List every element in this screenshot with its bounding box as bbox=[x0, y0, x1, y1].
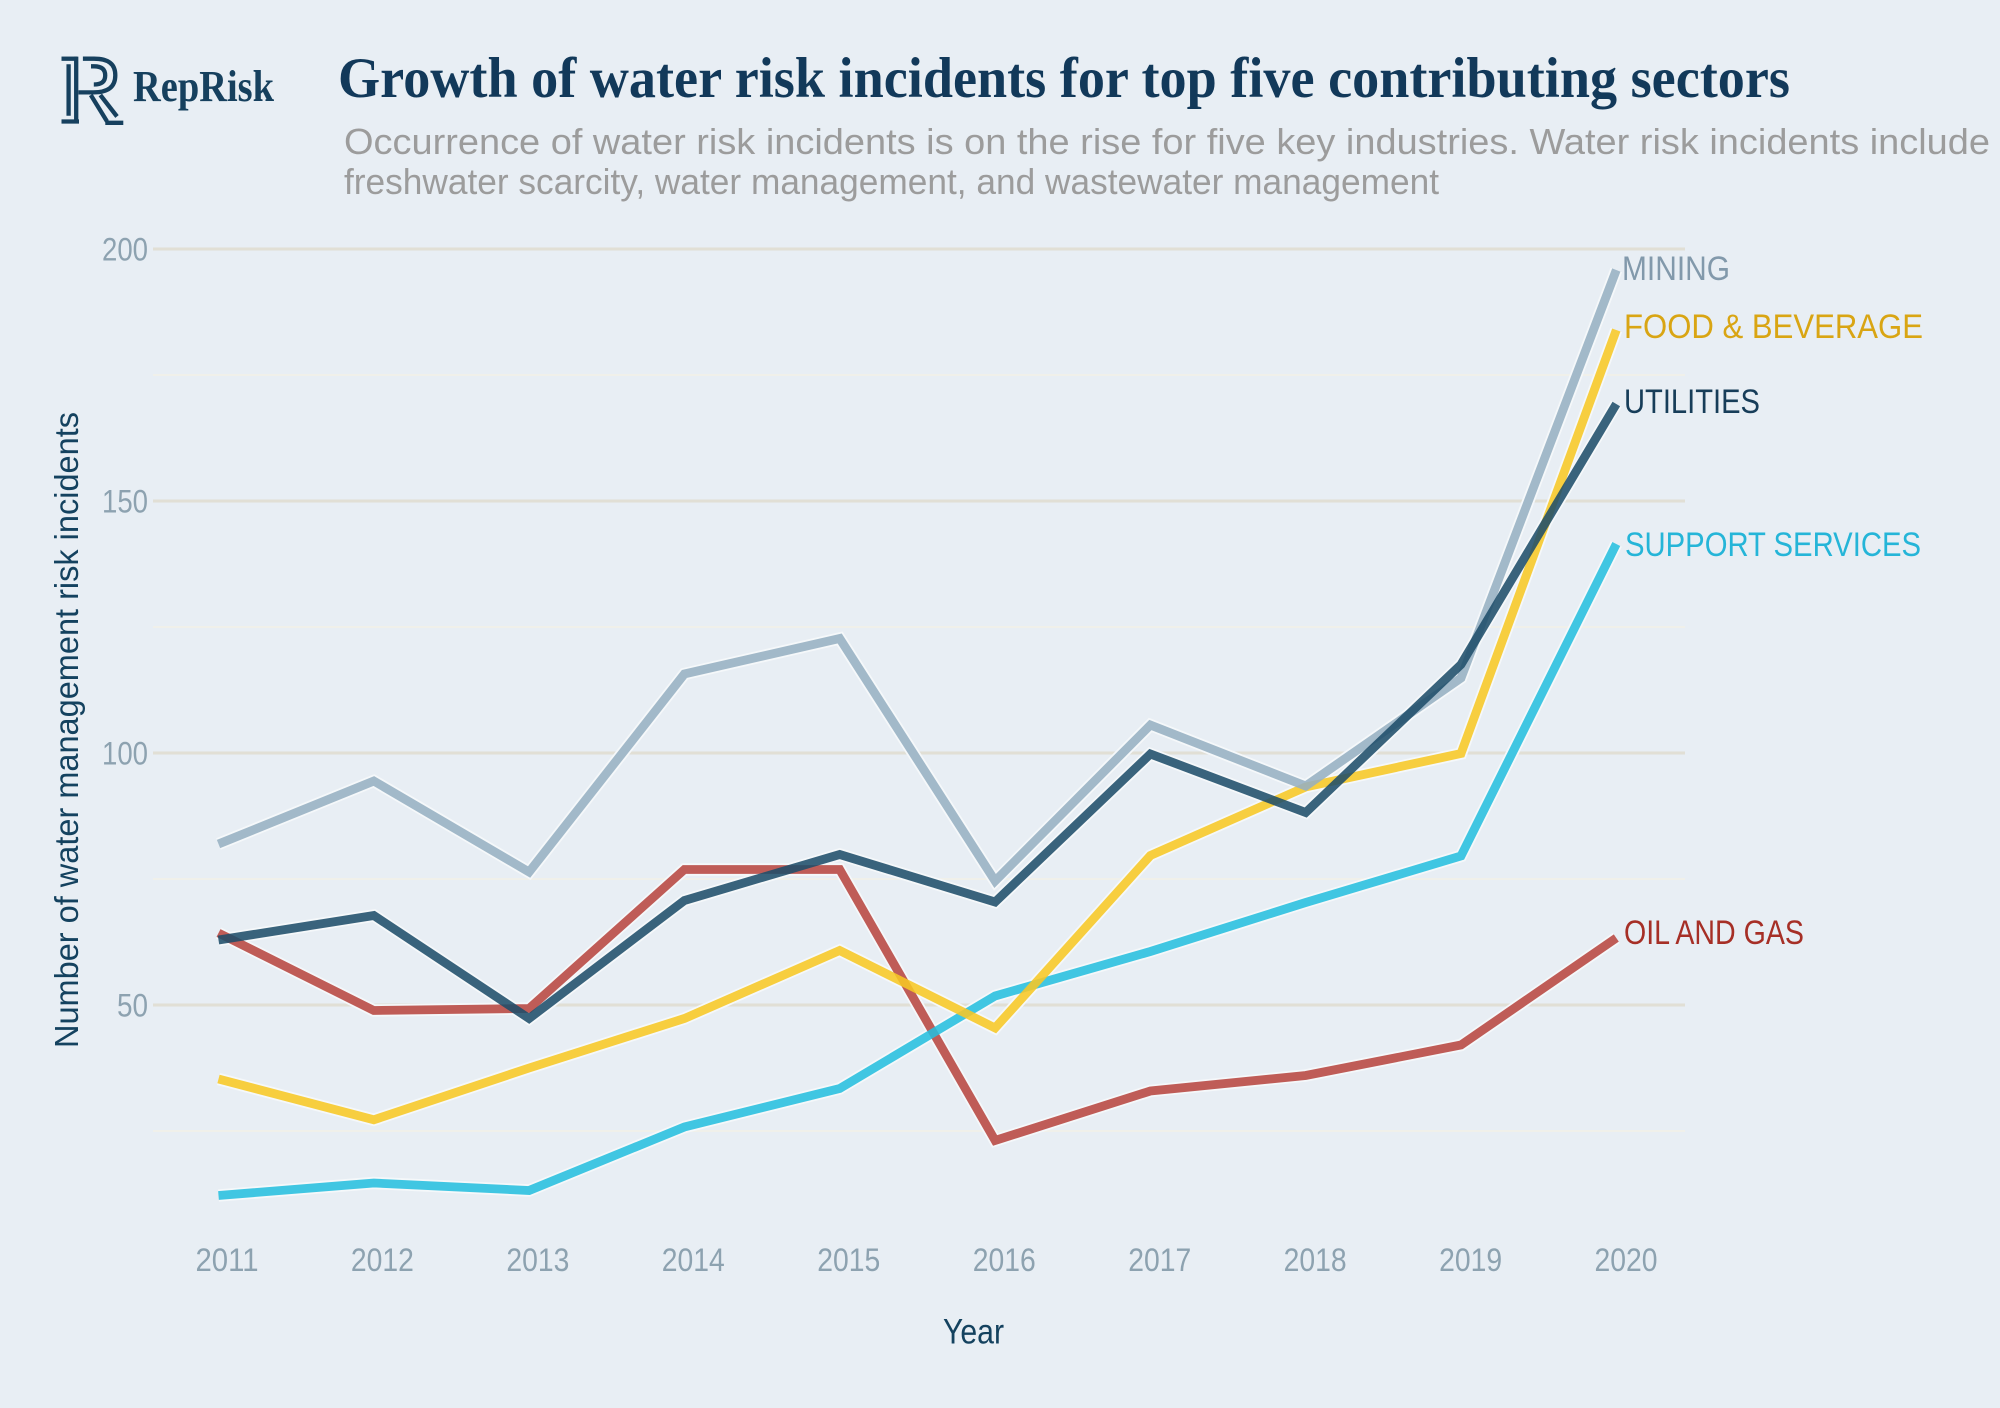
svg-text:SUPPORT SERVICES: SUPPORT SERVICES bbox=[1625, 526, 1921, 564]
svg-text:2014: 2014 bbox=[662, 1242, 725, 1278]
svg-text:freshwater scarcity, water man: freshwater scarcity, water management, a… bbox=[344, 161, 1439, 202]
svg-text:Occurrence of water risk incid: Occurrence of water risk incidents is on… bbox=[344, 121, 1990, 162]
svg-text:150: 150 bbox=[102, 484, 148, 520]
svg-text:MINING: MINING bbox=[1622, 250, 1730, 288]
svg-text:2019: 2019 bbox=[1439, 1242, 1502, 1278]
svg-text:2015: 2015 bbox=[817, 1242, 880, 1278]
svg-text:2011: 2011 bbox=[196, 1242, 259, 1278]
svg-text:2012: 2012 bbox=[351, 1242, 414, 1278]
svg-text:2016: 2016 bbox=[973, 1242, 1036, 1278]
svg-text:FOOD & BEVERAGE: FOOD & BEVERAGE bbox=[1624, 308, 1923, 346]
svg-text:2018: 2018 bbox=[1284, 1242, 1347, 1278]
svg-text:2020: 2020 bbox=[1595, 1242, 1658, 1278]
svg-text:200: 200 bbox=[102, 232, 148, 268]
svg-text:Growth of water risk incidents: Growth of water risk incidents for top f… bbox=[338, 47, 1790, 110]
svg-text:RepRisk: RepRisk bbox=[133, 62, 274, 111]
svg-text:100: 100 bbox=[102, 736, 148, 772]
svg-text:2013: 2013 bbox=[506, 1242, 569, 1278]
svg-text:Year: Year bbox=[943, 1313, 1004, 1352]
svg-text:Number of water management ris: Number of water management risk incident… bbox=[48, 412, 85, 1048]
svg-text:50: 50 bbox=[117, 988, 148, 1024]
svg-text:UTILITIES: UTILITIES bbox=[1624, 383, 1760, 421]
svg-text:OIL AND GAS: OIL AND GAS bbox=[1624, 914, 1804, 952]
svg-text:2017: 2017 bbox=[1128, 1242, 1191, 1278]
